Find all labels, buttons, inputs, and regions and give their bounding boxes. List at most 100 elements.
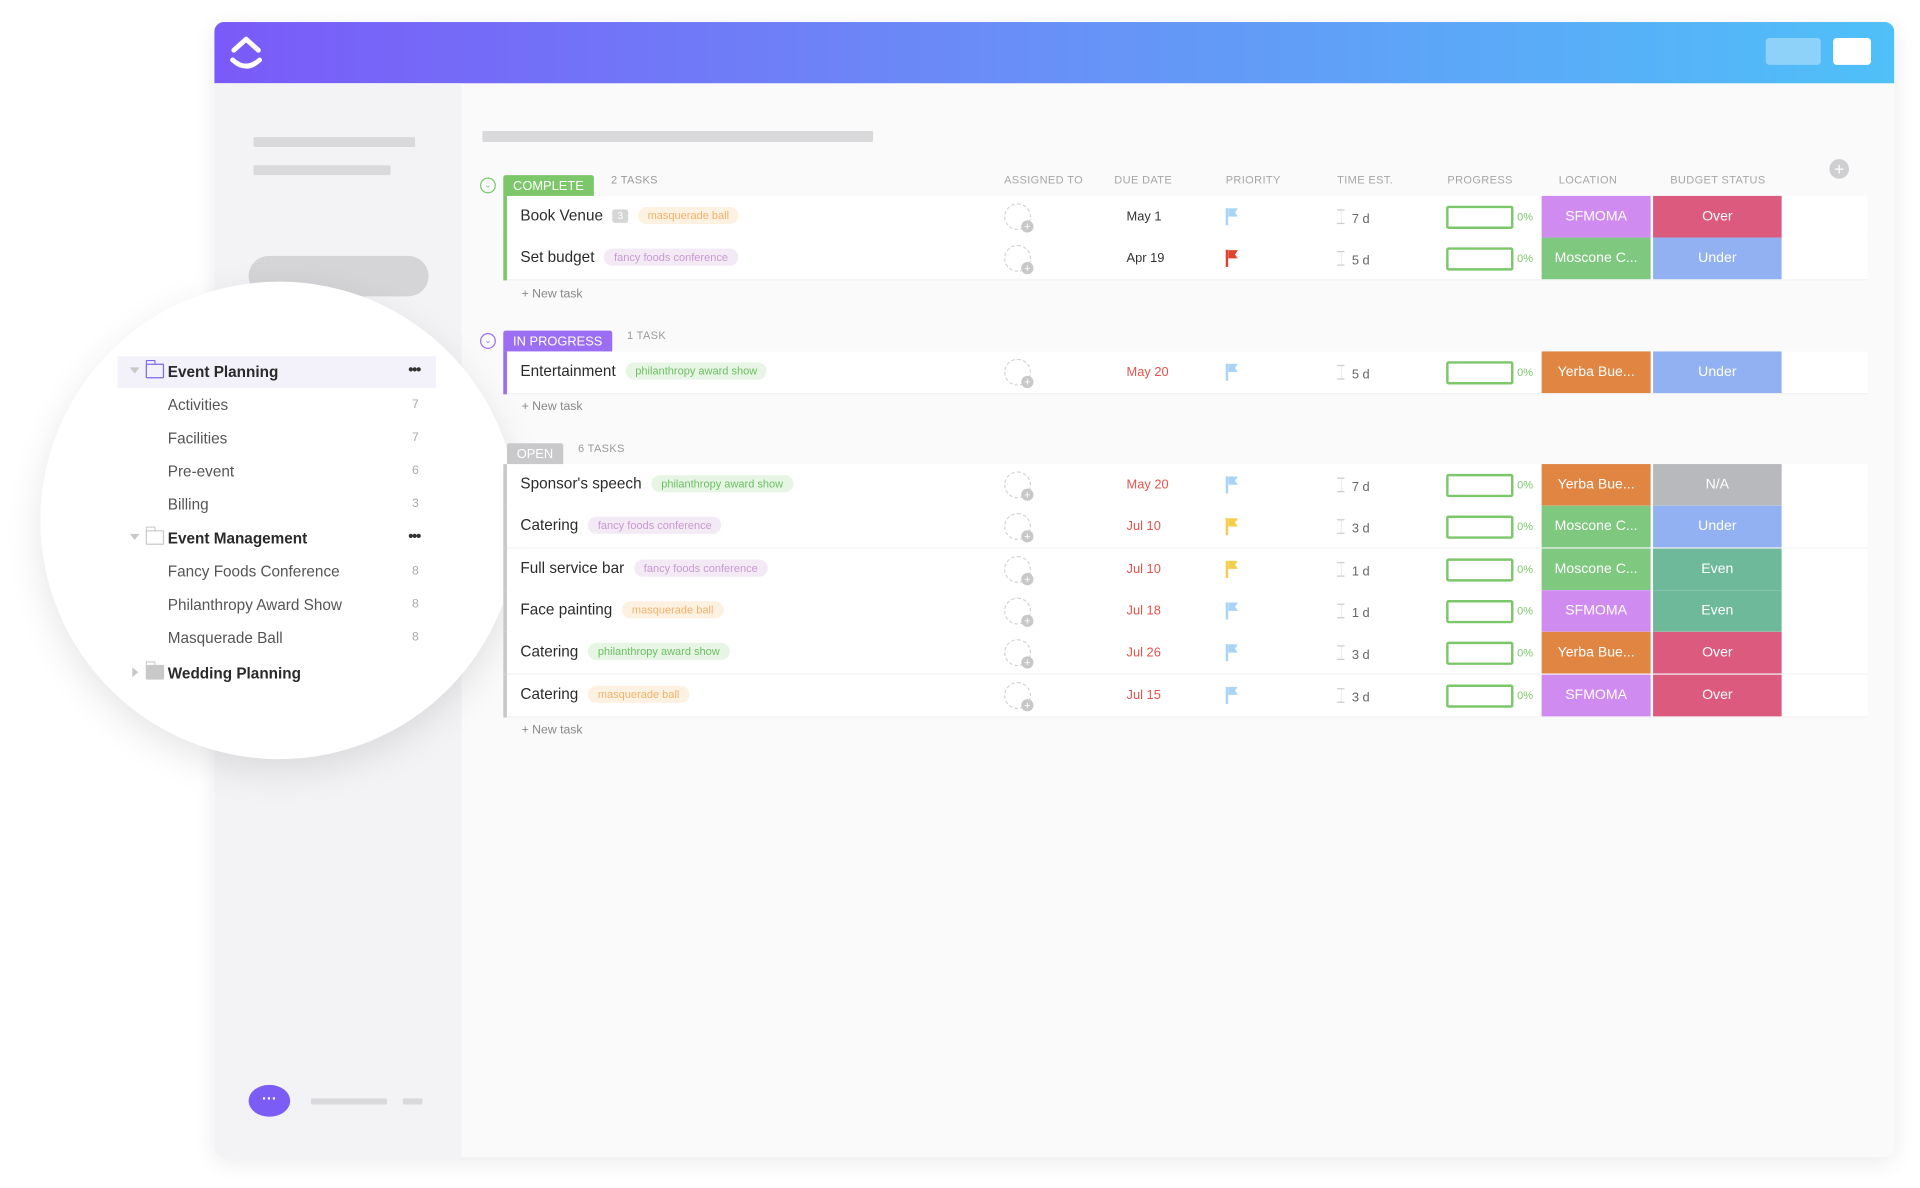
task-row[interactable]: Face painting masquerade ball Jul 18 1 d 0% S… bbox=[503, 590, 1868, 633]
task-name-text[interactable]: Full service bar bbox=[520, 559, 625, 577]
assign-user-icon[interactable] bbox=[1004, 639, 1034, 669]
time-estimate[interactable]: 3 d bbox=[1337, 645, 1370, 663]
time-estimate[interactable]: 5 d bbox=[1337, 364, 1370, 382]
collapse-toggle-icon[interactable]: ⌄ bbox=[480, 177, 496, 194]
sidebar-item-philanthropy-award-show[interactable]: Philanthropy Award Show 8 bbox=[118, 589, 436, 621]
more-options-icon[interactable]: ••• bbox=[408, 527, 421, 545]
sidebar-item-facilities[interactable]: Facilities 7 bbox=[118, 422, 436, 454]
task-tag[interactable]: philanthropy award show bbox=[651, 475, 793, 493]
task-tag[interactable]: masquerade ball bbox=[588, 685, 690, 703]
new-task-button[interactable]: + New task bbox=[521, 400, 583, 415]
task-name-text[interactable]: Entertainment bbox=[520, 362, 616, 380]
due-date[interactable]: May 1 bbox=[1126, 209, 1162, 225]
priority-flag-icon[interactable] bbox=[1225, 250, 1229, 268]
task-row[interactable]: Catering philanthropy award show Jul 26 3 d… bbox=[503, 632, 1868, 675]
assign-user-icon[interactable] bbox=[1004, 245, 1034, 275]
task-name[interactable]: Catering philanthropy award show bbox=[520, 643, 730, 661]
collapse-toggle-icon[interactable]: ⌄ bbox=[480, 333, 496, 349]
sidebar-item-pre-event[interactable]: Pre-event 6 bbox=[118, 456, 436, 488]
budget-status-cell[interactable]: Over bbox=[1653, 674, 1782, 716]
sidebar-item-event-planning[interactable]: ••• Event Planning bbox=[117, 356, 436, 389]
task-name[interactable]: Full service bar fancy foods conference bbox=[520, 559, 768, 577]
column-header-location[interactable]: LOCATION bbox=[1558, 173, 1618, 187]
due-date[interactable]: May 20 bbox=[1126, 364, 1169, 380]
assign-user-icon[interactable] bbox=[1004, 555, 1034, 585]
header-button-secondary[interactable] bbox=[1765, 37, 1821, 65]
priority-flag-icon[interactable] bbox=[1225, 363, 1229, 381]
task-name-text[interactable]: Set budget bbox=[520, 248, 595, 267]
assign-user-icon[interactable] bbox=[1004, 597, 1034, 627]
task-tag[interactable]: masquerade ball bbox=[622, 601, 724, 619]
caret-down-icon[interactable] bbox=[129, 533, 140, 541]
new-task-button[interactable]: + New task bbox=[521, 723, 583, 737]
location-cell[interactable]: Moscone C... bbox=[1541, 237, 1651, 280]
header-button-primary[interactable] bbox=[1833, 37, 1872, 65]
due-date[interactable]: Jul 15 bbox=[1126, 687, 1161, 703]
time-estimate[interactable]: 1 d bbox=[1337, 603, 1370, 621]
location-cell[interactable]: Yerba Bue... bbox=[1541, 464, 1651, 506]
assign-user-icon[interactable] bbox=[1004, 513, 1034, 543]
location-cell[interactable]: Moscone C... bbox=[1541, 548, 1651, 590]
column-header-time-est[interactable]: TIME EST. bbox=[1337, 173, 1394, 187]
sidebar-item-masquerade-ball[interactable]: Masquerade Ball 8 bbox=[118, 622, 436, 654]
task-name-text[interactable]: Catering bbox=[520, 517, 579, 535]
time-estimate[interactable]: 7 d bbox=[1337, 209, 1370, 227]
caret-right-icon[interactable] bbox=[132, 667, 139, 678]
add-column-button[interactable]: + bbox=[1829, 159, 1849, 179]
location-cell[interactable]: Moscone C... bbox=[1541, 506, 1651, 548]
due-date[interactable]: Jul 18 bbox=[1126, 603, 1161, 619]
budget-status-cell[interactable]: Even bbox=[1653, 590, 1782, 632]
task-row[interactable]: Sponsor's speech philanthropy award show M… bbox=[503, 464, 1868, 507]
due-date[interactable]: Apr 19 bbox=[1126, 251, 1165, 267]
time-estimate[interactable]: 5 d bbox=[1337, 251, 1370, 269]
budget-status-cell[interactable]: N/A bbox=[1653, 464, 1782, 506]
priority-flag-icon[interactable] bbox=[1225, 518, 1229, 536]
sidebar-item-billing[interactable]: Billing 3 bbox=[118, 489, 436, 521]
task-name[interactable]: Catering masquerade ball bbox=[520, 685, 690, 703]
budget-status-cell[interactable]: Under bbox=[1653, 506, 1782, 548]
column-header-progress[interactable]: PROGRESS bbox=[1447, 173, 1513, 187]
task-name-text[interactable]: Book Venue bbox=[520, 206, 603, 225]
task-name[interactable]: Face painting masquerade ball bbox=[520, 601, 724, 619]
priority-flag-icon[interactable] bbox=[1225, 686, 1229, 704]
due-date[interactable]: Jul 10 bbox=[1126, 519, 1161, 535]
location-cell[interactable]: SFMOMA bbox=[1541, 674, 1651, 716]
due-date[interactable]: May 20 bbox=[1126, 477, 1169, 493]
task-row[interactable]: Set budget fancy foods conference Apr 19 5 … bbox=[503, 237, 1868, 281]
task-row[interactable]: Catering fancy foods conference Jul 10 3 d 0… bbox=[503, 506, 1868, 549]
budget-status-cell[interactable]: Under bbox=[1653, 351, 1782, 394]
task-name[interactable]: Sponsor's speech philanthropy award show bbox=[520, 475, 793, 493]
time-estimate[interactable]: 1 d bbox=[1337, 561, 1370, 579]
task-name-text[interactable]: Sponsor's speech bbox=[520, 475, 642, 493]
chat-bubble-icon[interactable]: ··· bbox=[248, 1084, 291, 1117]
task-name-text[interactable]: Catering bbox=[520, 643, 579, 661]
task-row[interactable]: Full service bar fancy foods conference Ju… bbox=[503, 548, 1868, 591]
task-name[interactable]: Catering fancy foods conference bbox=[520, 517, 722, 535]
subtask-count-badge[interactable]: 3 bbox=[612, 209, 629, 223]
task-name[interactable]: Set budget fancy foods conference bbox=[520, 248, 738, 267]
budget-status-cell[interactable]: Over bbox=[1653, 195, 1782, 238]
task-name[interactable]: Book Venue 3 masquerade ball bbox=[520, 206, 739, 225]
sidebar-item-event-management[interactable]: ••• Event Management bbox=[118, 523, 436, 555]
task-name-text[interactable]: Face painting bbox=[520, 601, 613, 619]
budget-status-cell[interactable]: Under bbox=[1653, 237, 1782, 280]
location-cell[interactable]: Yerba Bue... bbox=[1541, 632, 1651, 674]
task-row[interactable]: Catering masquerade ball Jul 15 3 d 0% SFMOMA… bbox=[503, 674, 1868, 717]
assign-user-icon[interactable] bbox=[1004, 681, 1034, 711]
clickup-logo-icon[interactable] bbox=[229, 33, 263, 72]
task-row[interactable]: Entertainment philanthropy award show May … bbox=[503, 351, 1868, 395]
location-cell[interactable]: SFMOMA bbox=[1541, 590, 1651, 632]
task-tag[interactable]: fancy foods conference bbox=[604, 248, 738, 267]
assign-user-icon[interactable] bbox=[1004, 471, 1034, 501]
location-cell[interactable]: Yerba Bue... bbox=[1541, 351, 1651, 394]
sidebar-item-fancy-foods-conference[interactable]: Fancy Foods Conference 8 bbox=[118, 556, 436, 588]
task-tag[interactable]: philanthropy award show bbox=[588, 643, 730, 661]
budget-status-cell[interactable]: Over bbox=[1653, 632, 1782, 674]
priority-flag-icon[interactable] bbox=[1225, 644, 1229, 662]
column-header-due-date[interactable]: DUE DATE bbox=[1114, 173, 1173, 187]
assign-user-icon[interactable] bbox=[1004, 203, 1034, 233]
more-options-icon[interactable]: ••• bbox=[408, 361, 421, 379]
sidebar-item-activities[interactable]: Activities 7 bbox=[118, 389, 436, 421]
priority-flag-icon[interactable] bbox=[1225, 602, 1229, 620]
time-estimate[interactable]: 3 d bbox=[1337, 519, 1370, 537]
